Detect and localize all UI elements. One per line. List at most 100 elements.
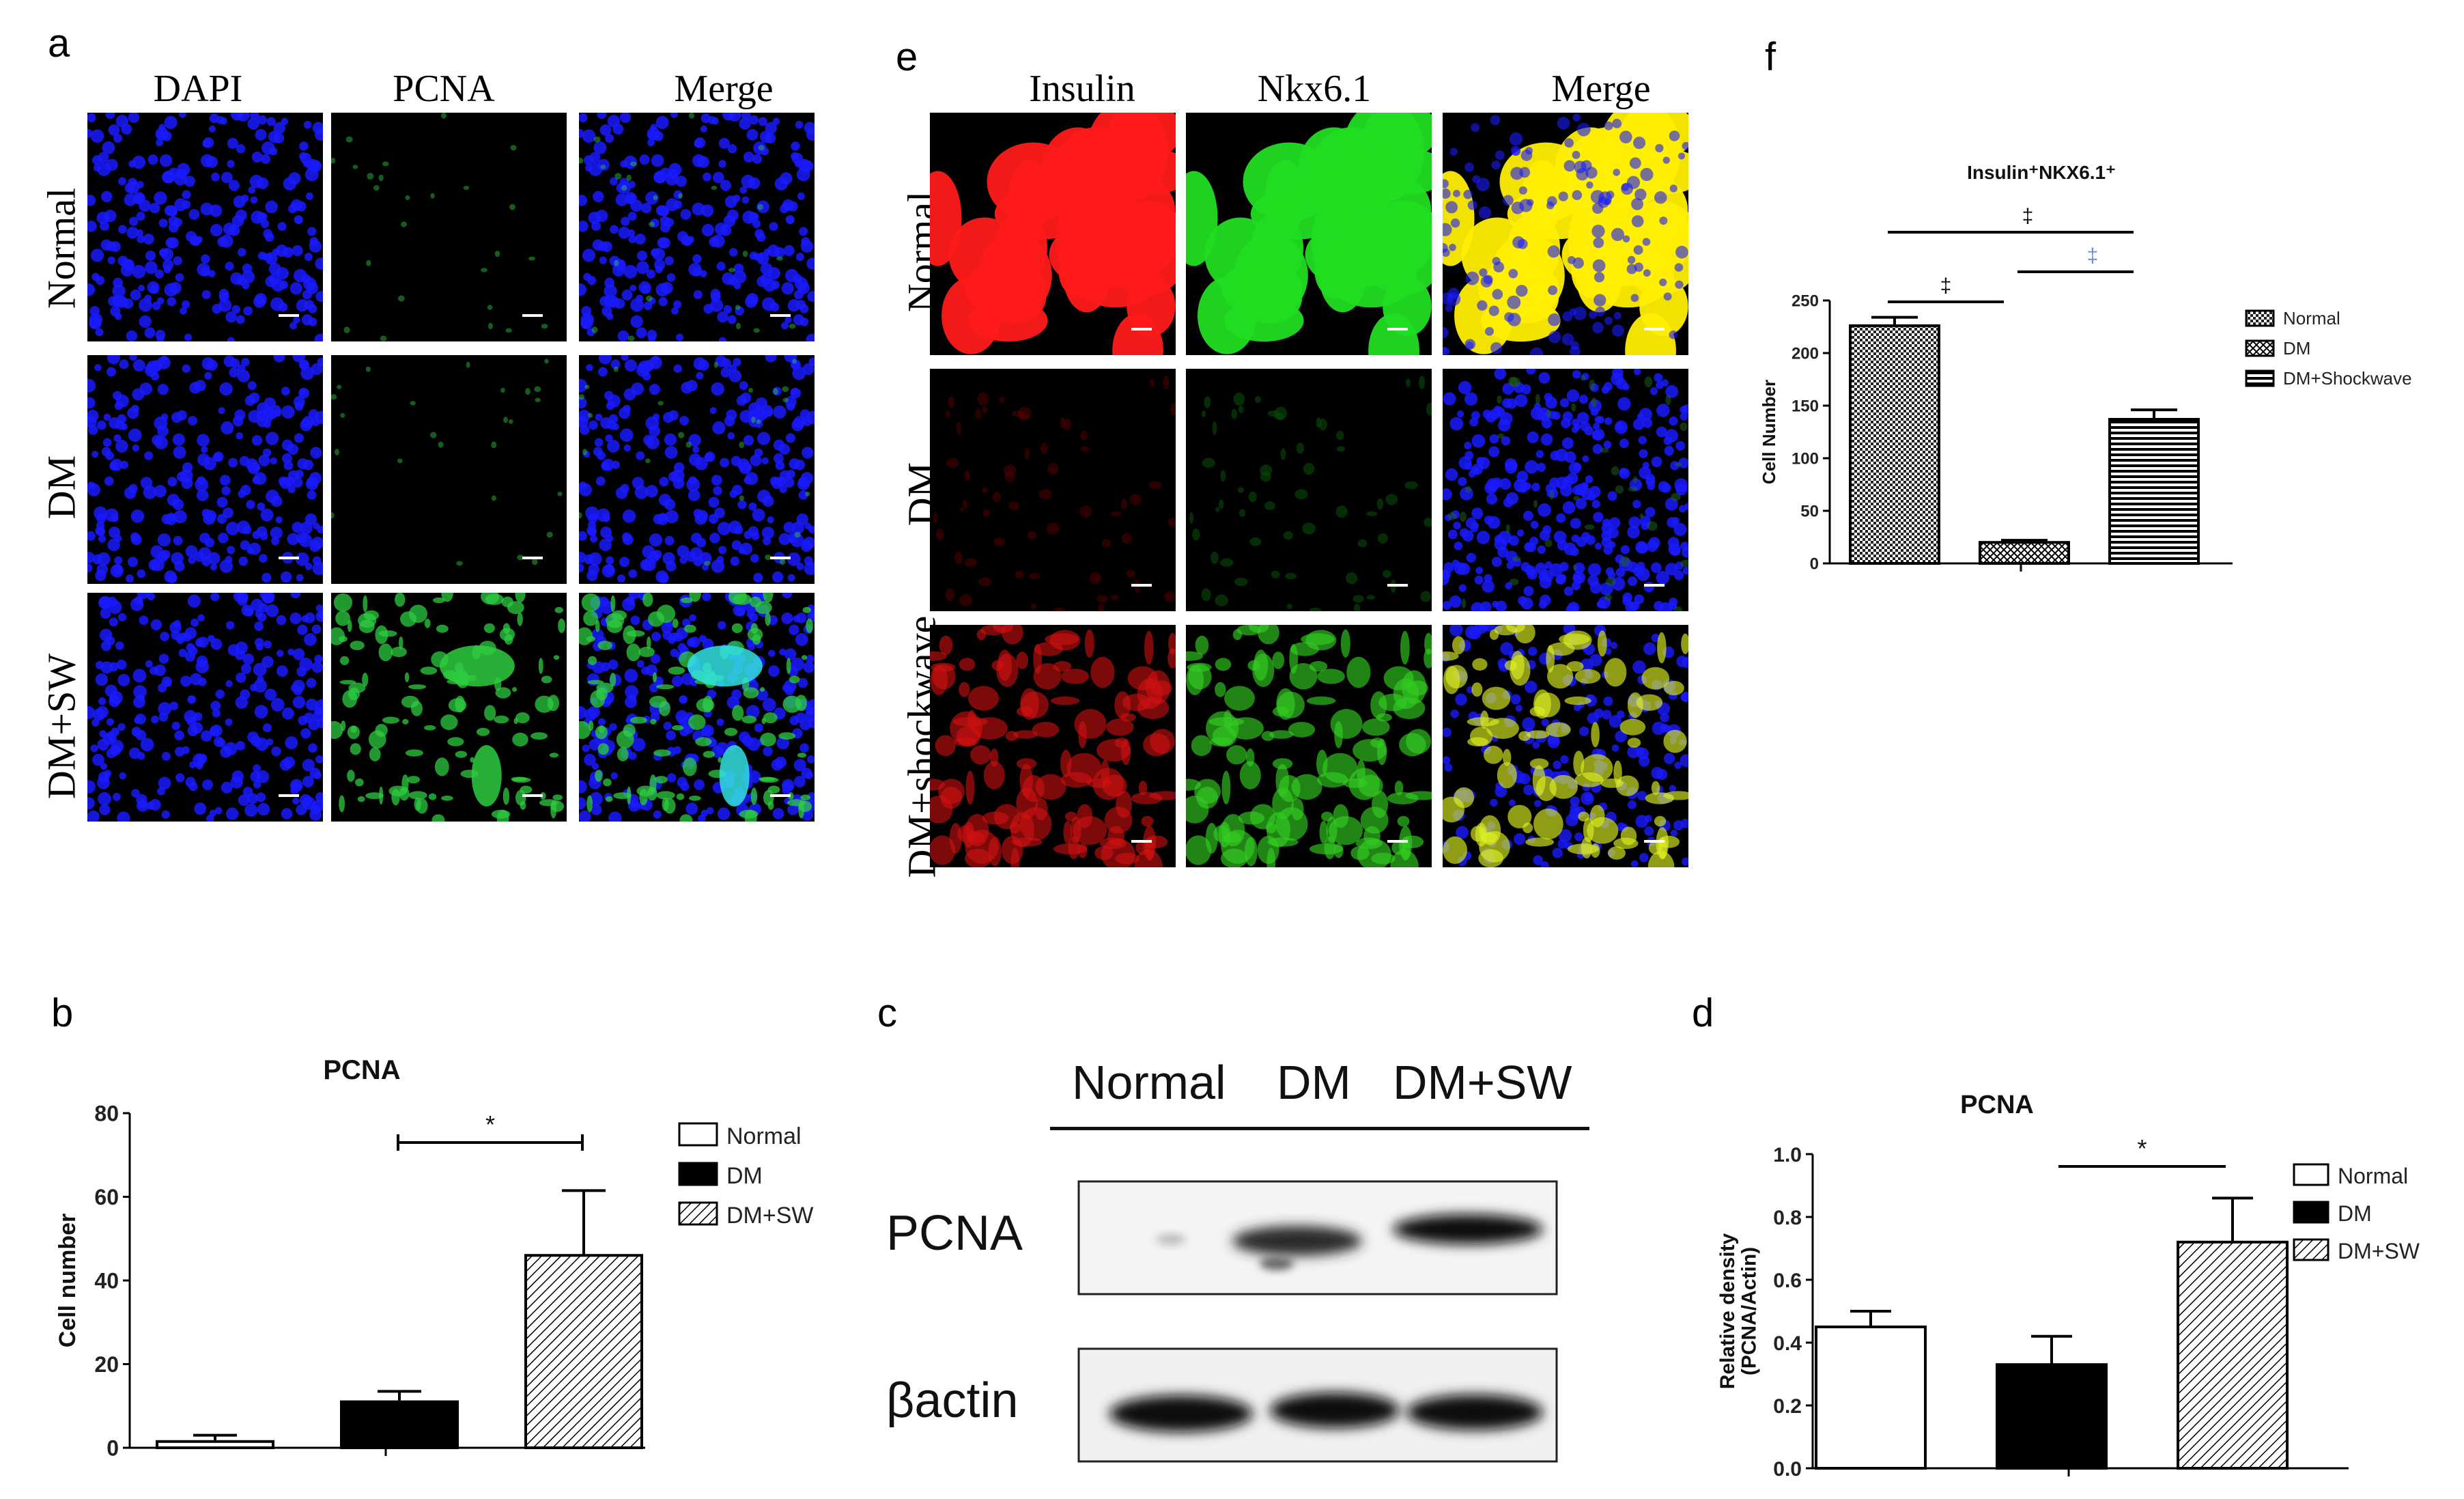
micrograph-e-normal-merge: [1443, 113, 1688, 355]
micrograph-a-normal-dapi: [87, 113, 323, 341]
micrograph-e-dm-insulin: [930, 369, 1176, 611]
blot-band-label-pcna: PCNA: [886, 1206, 1023, 1261]
legend-label: DM+Shockwave: [2283, 368, 2412, 389]
blot-lane-underline: [1050, 1127, 1589, 1130]
panel-c-letter: c: [877, 991, 897, 1035]
y-tick-label: 200: [1792, 345, 1819, 363]
micrograph-e-dmsw-insulin: [930, 625, 1176, 867]
bar-normal: [1815, 1326, 1927, 1470]
legend-label: DM: [2338, 1201, 2372, 1226]
western-blot-image: [1077, 1180, 1558, 1463]
bar-dm: [1979, 541, 2070, 565]
chart-b-pcna-cell-number: PCNA 0 20 40 60 80 Cell number * Normal DM DM+SW: [55, 1055, 814, 1461]
bar-dm: [340, 1400, 459, 1449]
significance-mark: *: [485, 1110, 495, 1138]
micrograph-e-dm-nkx: [1186, 369, 1432, 611]
y-tick-label: 40: [94, 1269, 119, 1293]
panel-e-col-nkx: Nkx6.1: [1257, 68, 1372, 110]
blot-lane-normal: Normal: [1072, 1056, 1226, 1109]
legend-swatch: [2293, 1201, 2330, 1224]
legend-swatch: [2293, 1238, 2330, 1261]
significance-mark: ‡: [2087, 244, 2099, 267]
y-tick-label: 0: [1810, 555, 1819, 574]
legend-swatch: [678, 1201, 718, 1226]
micrograph-e-dmsw-merge: [1443, 625, 1688, 867]
legend-swatch: [2293, 1163, 2330, 1186]
y-tick-label: 150: [1792, 397, 1819, 416]
panel-d-letter: d: [1692, 991, 1714, 1035]
micrograph-a-normal-merge: [579, 113, 815, 341]
blot-actin-band-dmsw: [1406, 1395, 1543, 1430]
panel-a-col-dapi: DAPI: [153, 68, 243, 110]
blot-actin-band-normal: [1109, 1395, 1253, 1432]
micrograph-a-dmsw-merge: [579, 593, 815, 822]
y-tick-label: 80: [94, 1102, 119, 1126]
blot-actin-band-dm: [1270, 1392, 1400, 1428]
panel-a-row-dm: DM: [39, 455, 84, 520]
bar-normal: [1849, 324, 1940, 565]
panel-a-col-merge: Merge: [674, 68, 774, 110]
legend-swatch: [2245, 339, 2275, 357]
y-tick-label: 60: [94, 1185, 119, 1209]
micrograph-e-normal-insulin: [930, 113, 1176, 355]
y-axis-label: Cell Number: [1759, 380, 1779, 484]
legend-swatch: [2245, 309, 2275, 327]
bar-dm-sw: [2177, 1240, 2289, 1470]
panel-f-letter: f: [1765, 35, 1776, 79]
y-tick-label: 100: [1792, 450, 1819, 468]
significance-mark: ‡: [1940, 275, 1952, 297]
blot-pcna-band-dm: [1232, 1226, 1362, 1256]
chart-title: PCNA: [323, 1055, 400, 1085]
significance-mark: ‡: [2022, 205, 2034, 227]
micrograph-a-dm-dapi: [87, 355, 323, 584]
y-axis-label: Relative density: [1716, 1233, 1739, 1389]
legend-label: Normal: [2338, 1164, 2408, 1188]
y-axis-label: Cell number: [55, 1214, 81, 1347]
chart-d-pcna-relative-density: PCNA 0.0 0.2 0.4 0.6 0.8 1.0 Relative density(P…: [1716, 1091, 2420, 1481]
panel-e-col-merge: Merge: [1551, 68, 1651, 110]
bar-normal: [156, 1440, 274, 1449]
blot-band-label-actin: βactin: [886, 1373, 1019, 1428]
chart-title: PCNA: [1960, 1091, 2034, 1119]
legend-label: Normal: [726, 1123, 802, 1149]
panel-a-row-normal: Normal: [39, 187, 84, 309]
y-tick-label: 50: [1800, 503, 1819, 521]
y-tick-label: 1.0: [1773, 1144, 1802, 1166]
y-tick-label: 250: [1792, 292, 1819, 311]
legend-label: DM: [2283, 338, 2310, 359]
bar-dm-sw: [524, 1254, 643, 1449]
significance-mark: *: [2137, 1134, 2147, 1162]
blot-lane-dm: DM: [1277, 1056, 1351, 1109]
micrograph-e-normal-nkx: [1186, 113, 1432, 355]
panel-a-col-pcna: PCNA: [393, 68, 495, 110]
bar-dm-shockwave: [2108, 418, 2200, 565]
panel-a-letter: a: [48, 21, 70, 66]
bar-dm: [1996, 1363, 2108, 1470]
micrograph-a-dm-pcna: [331, 355, 567, 584]
micrograph-a-dmsw-dapi: [87, 593, 323, 822]
y-tick-label: 0: [107, 1436, 119, 1461]
micrograph-e-dmsw-nkx: [1186, 625, 1432, 867]
y-tick-label: 0.4: [1773, 1332, 1802, 1355]
chart-title: Insulin⁺NKX6.1⁺: [1967, 162, 2116, 183]
blot-pcna-band-normal: [1156, 1234, 1186, 1245]
micrograph-a-dm-merge: [579, 355, 815, 584]
y-tick-label: 0.8: [1773, 1207, 1802, 1229]
legend-label: DM+SW: [2338, 1239, 2420, 1263]
legend-label: Normal: [2283, 308, 2340, 328]
panel-b-letter: b: [51, 991, 74, 1035]
legend-swatch: [678, 1122, 718, 1147]
y-tick-label: 0.2: [1773, 1395, 1802, 1418]
chart-f-insulin-nkx-cell-number: Insulin⁺NKX6.1⁺ 0 50 100 150 200 250 Cell Numbe…: [1759, 162, 2412, 574]
micrograph-a-normal-pcna: [331, 113, 567, 341]
micrograph-e-dm-merge: [1443, 369, 1688, 611]
y-axis-label: (PCNA/Actin): [1738, 1247, 1761, 1375]
legend-label: DM+SW: [726, 1203, 814, 1229]
micrograph-a-dmsw-pcna: [331, 593, 567, 822]
panel-e-col-insulin: Insulin: [1029, 68, 1135, 110]
panel-a-row-dmsw: DM+SW: [39, 653, 84, 800]
blot-lane-dmsw: DM+SW: [1393, 1056, 1572, 1109]
legend-label: DM: [726, 1163, 763, 1189]
legend-swatch: [2245, 369, 2275, 387]
panel-e-letter: e: [896, 35, 918, 79]
